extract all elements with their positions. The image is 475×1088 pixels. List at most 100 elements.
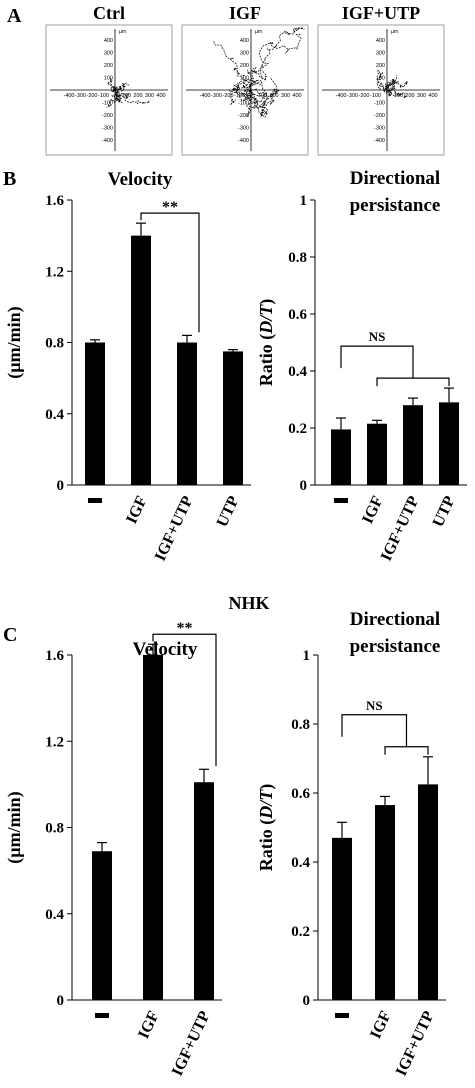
tracking-title: IGF+UTP [342,3,420,23]
panel-label-a: A [7,5,22,27]
tracking-x-tick: -100 [98,93,109,99]
tracking-y-tick: -300 [374,126,385,132]
cell-track [106,89,118,109]
cell-track [114,86,151,105]
y-tick-label: 0.6 [291,786,310,802]
cell-track [113,88,127,104]
tracking-x-tick: 300 [417,93,426,99]
significance-bracket [140,212,200,333]
tracking-frame [45,24,173,156]
y-tick-label: 0 [57,993,65,1009]
ns-sub-bracket [384,746,429,755]
category-label: IGF [367,1008,395,1041]
category-label: IGF+UTP [393,1008,438,1078]
cell-track [242,66,268,91]
category-label: IGF [135,1008,163,1041]
tracking-y-tick: -100 [238,101,249,107]
tracking-y-tick: 400 [104,38,113,44]
panel-label-b: B [3,168,16,190]
chart-B-velocity: Velocity 0 0.4 0.8 1.2 1.6 (µm/min) IGF IGF+UTP U… [4,169,251,564]
chart-C-persistence: Directional persistance 0 0.2 0.4 0.6 0.8 1 Rati… [256,609,446,1079]
significance-bracket [152,633,217,767]
tracking-y-tick: -200 [238,113,249,119]
tracking-x-tick: -100 [234,93,245,99]
category-label [335,1013,349,1018]
y-tick-label: 0.8 [288,250,307,266]
ns-label: NS [369,329,386,344]
tracking-x-tick: 400 [156,93,165,99]
y-tick-label: 1.6 [45,193,64,209]
tracking-y-tick: 100 [376,76,385,82]
chart-title-line: persistance [350,636,441,657]
tracking-y-tick: -200 [374,113,385,119]
tracking-x-tick: -400 [335,93,346,99]
ns-label: NS [366,698,383,713]
tracking-unit: µm [119,29,126,35]
tracking-y-tick: 100 [240,76,249,82]
tracking-x-tick: 200 [133,93,142,99]
category-label: IGF+UTP [169,1008,214,1078]
tracking-x-tick: 400 [428,93,437,99]
y-tick-label: 0.8 [45,821,64,837]
cell-track [212,40,252,91]
tracking-y-tick: 400 [376,38,385,44]
chart-title-line: persistance [350,195,441,216]
panel-label-c: C [3,624,17,646]
tracking-y-tick: -400 [102,138,113,144]
significance-label: ** [162,199,178,216]
y-axis-title: Ratio (D/T) [256,299,277,387]
chart-C-velocity: Velocity 0 0.4 0.8 1.2 1.6 (µm/min) IGF IGF+UTP *… [4,620,222,1079]
bar [375,805,395,1000]
cell-track [248,77,280,114]
bar [223,351,243,485]
y-tick-label: 0.6 [288,307,307,323]
y-tick-label: 1.6 [45,648,64,664]
cell-track [238,88,259,117]
tracking-x-tick: -300 [347,93,358,99]
bar [332,837,352,1000]
bar [418,784,438,1000]
chart-B-persistence: Directional persistance 0 0.2 0.4 0.6 0.8 1 Rati… [256,168,467,564]
tracking-x-tick: -300 [211,93,222,99]
y-tick-label: 0 [303,993,311,1009]
tracking-x-tick: 200 [269,93,278,99]
tracking-x-tick: 300 [281,93,290,99]
cell-line-label: NHK [228,593,269,613]
tracking-x-tick: -200 [222,93,233,99]
cell-track [107,78,116,92]
category-label [88,498,102,503]
y-tick-label: 0.2 [291,924,310,940]
category-label [95,1013,109,1018]
cell-track [236,79,269,95]
category-label: UTP [430,493,459,529]
category-label: IGF [359,493,387,526]
category-label: IGF+UTP [152,493,197,563]
y-tick-label: 0 [300,478,308,494]
y-axis-title: (µm/min) [4,791,25,863]
tracking-y-tick: 300 [240,51,249,57]
bar [143,655,163,1000]
ns-bracket [340,345,414,379]
bar [85,342,105,485]
cell-track [384,75,398,92]
chart-title: Velocity [108,169,173,190]
tracking-unit: µm [255,29,262,35]
tracking-y-tick: 200 [104,63,113,69]
y-tick-label: 0.4 [291,855,310,871]
y-tick-label: 1.2 [45,264,64,280]
bar [331,429,351,485]
cell-track [229,80,254,106]
tracking-y-tick: -100 [374,101,385,107]
tracking-unit: µm [391,29,398,35]
ns-sub-bracket [376,377,450,387]
y-axis-title: Ratio (D/T) [256,784,277,872]
tracking-y-tick: -300 [102,126,113,132]
tracking-x-tick: 100 [258,93,267,99]
cell-track [386,86,402,97]
tracking-x-tick: -200 [86,93,97,99]
